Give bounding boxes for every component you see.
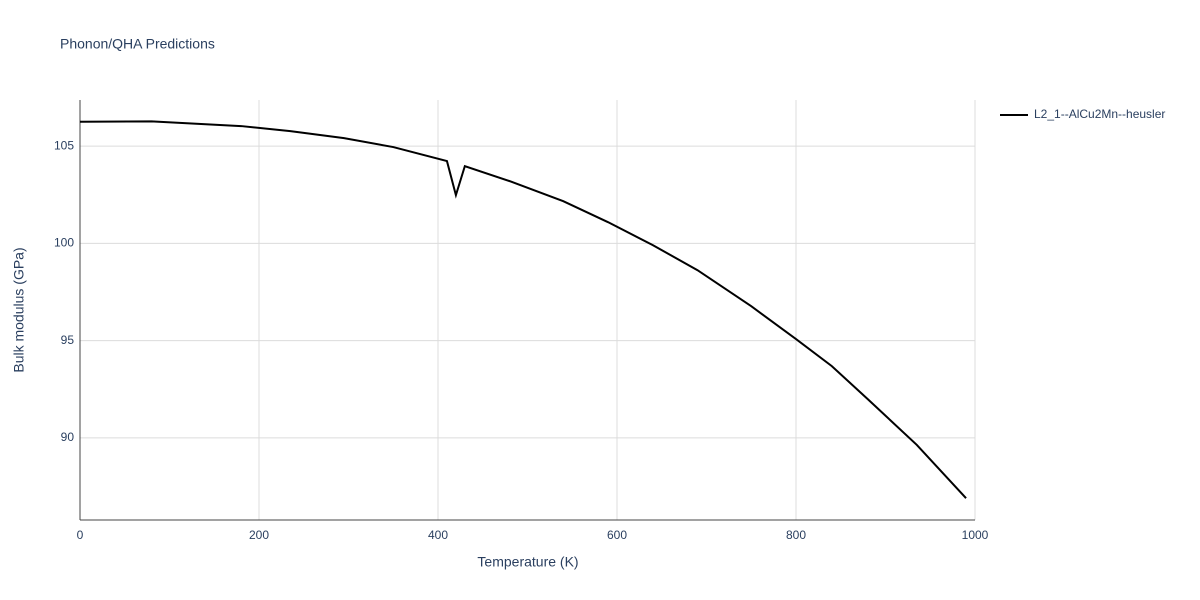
- y-axis-label: Bulk modulus (GPa): [11, 247, 27, 372]
- x-tick-label: 800: [786, 528, 806, 542]
- x-tick-label: 0: [77, 528, 84, 542]
- y-tick-label: 100: [54, 236, 74, 250]
- y-tick-label: 105: [54, 138, 74, 152]
- legend-label: L2_1--AlCu2Mn--heusler: [1034, 107, 1165, 121]
- series-line: [79, 120, 967, 499]
- y-tick-label: 90: [61, 430, 75, 444]
- x-tick-label: 400: [428, 528, 448, 542]
- x-tick-label: 1000: [962, 528, 989, 542]
- x-tick-label: 600: [607, 528, 627, 542]
- chart-title: Phonon/QHA Predictions: [60, 36, 215, 52]
- x-axis-label: Temperature (K): [477, 554, 578, 570]
- y-tick-label: 95: [61, 333, 75, 347]
- x-tick-label: 200: [249, 528, 269, 542]
